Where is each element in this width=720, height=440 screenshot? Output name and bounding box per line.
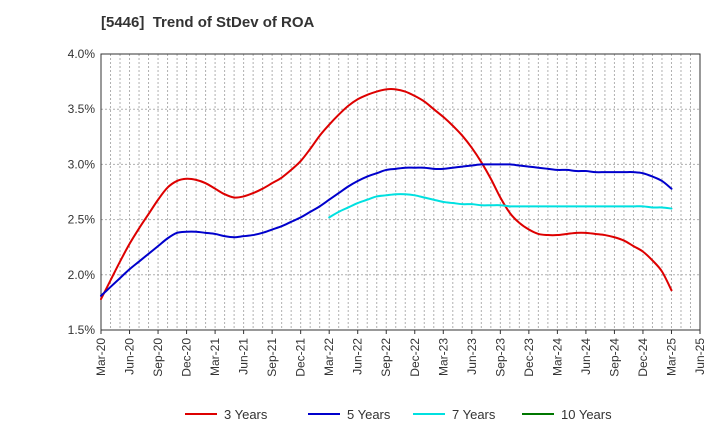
x-tick-label: Jun-21	[237, 338, 251, 375]
chart-title: [5446] Trend of StDev of ROA	[101, 14, 315, 31]
x-tick-label: Sep-24	[607, 338, 621, 377]
x-tick-label: Jun-20	[123, 338, 137, 375]
x-tick-label: Mar-20	[94, 338, 108, 376]
x-tick-label: Mar-25	[664, 338, 678, 376]
x-tick-label: Dec-24	[636, 338, 650, 377]
x-tick-label: Dec-22	[408, 338, 422, 377]
x-tick-label: Mar-24	[550, 338, 564, 376]
y-tick-label: 3.5%	[68, 102, 96, 116]
x-tick-label: Jun-22	[351, 338, 365, 375]
plot-area	[101, 54, 700, 330]
y-tick-label: 4.0%	[68, 47, 96, 61]
legend-label-5-years: 5 Years	[347, 407, 391, 422]
x-tick-label: Sep-21	[265, 338, 279, 377]
x-tick-label: Dec-23	[522, 338, 536, 377]
series-line-3-years	[100, 88, 673, 301]
x-tick-label: Sep-23	[493, 338, 507, 377]
y-tick-label: 2.5%	[68, 213, 96, 227]
x-tick-label: Sep-22	[379, 338, 393, 377]
series-line-7-years	[328, 193, 673, 219]
x-tick-label: Sep-20	[151, 338, 165, 377]
x-tick-label: Dec-21	[294, 338, 308, 377]
legend-label-3-years: 3 Years	[224, 407, 268, 422]
x-tick-label: Mar-23	[436, 338, 450, 376]
x-tick-label: Jun-24	[579, 338, 593, 375]
y-tick-label: 1.5%	[68, 323, 96, 337]
plot-border	[100, 53, 701, 331]
y-tick-label: 2.0%	[68, 268, 96, 282]
x-tick-label: Mar-21	[208, 338, 222, 376]
legend-label-7-years: 7 Years	[452, 407, 496, 422]
x-tick-label: Mar-22	[322, 338, 336, 376]
x-tick-label: Jun-25	[693, 338, 707, 375]
y-tick-label: 3.0%	[68, 157, 96, 171]
x-tick-label: Jun-23	[465, 338, 479, 375]
x-tick-label: Dec-20	[180, 338, 194, 377]
legend-label-10-years: 10 Years	[561, 407, 612, 422]
series-line-5-years	[100, 163, 673, 297]
